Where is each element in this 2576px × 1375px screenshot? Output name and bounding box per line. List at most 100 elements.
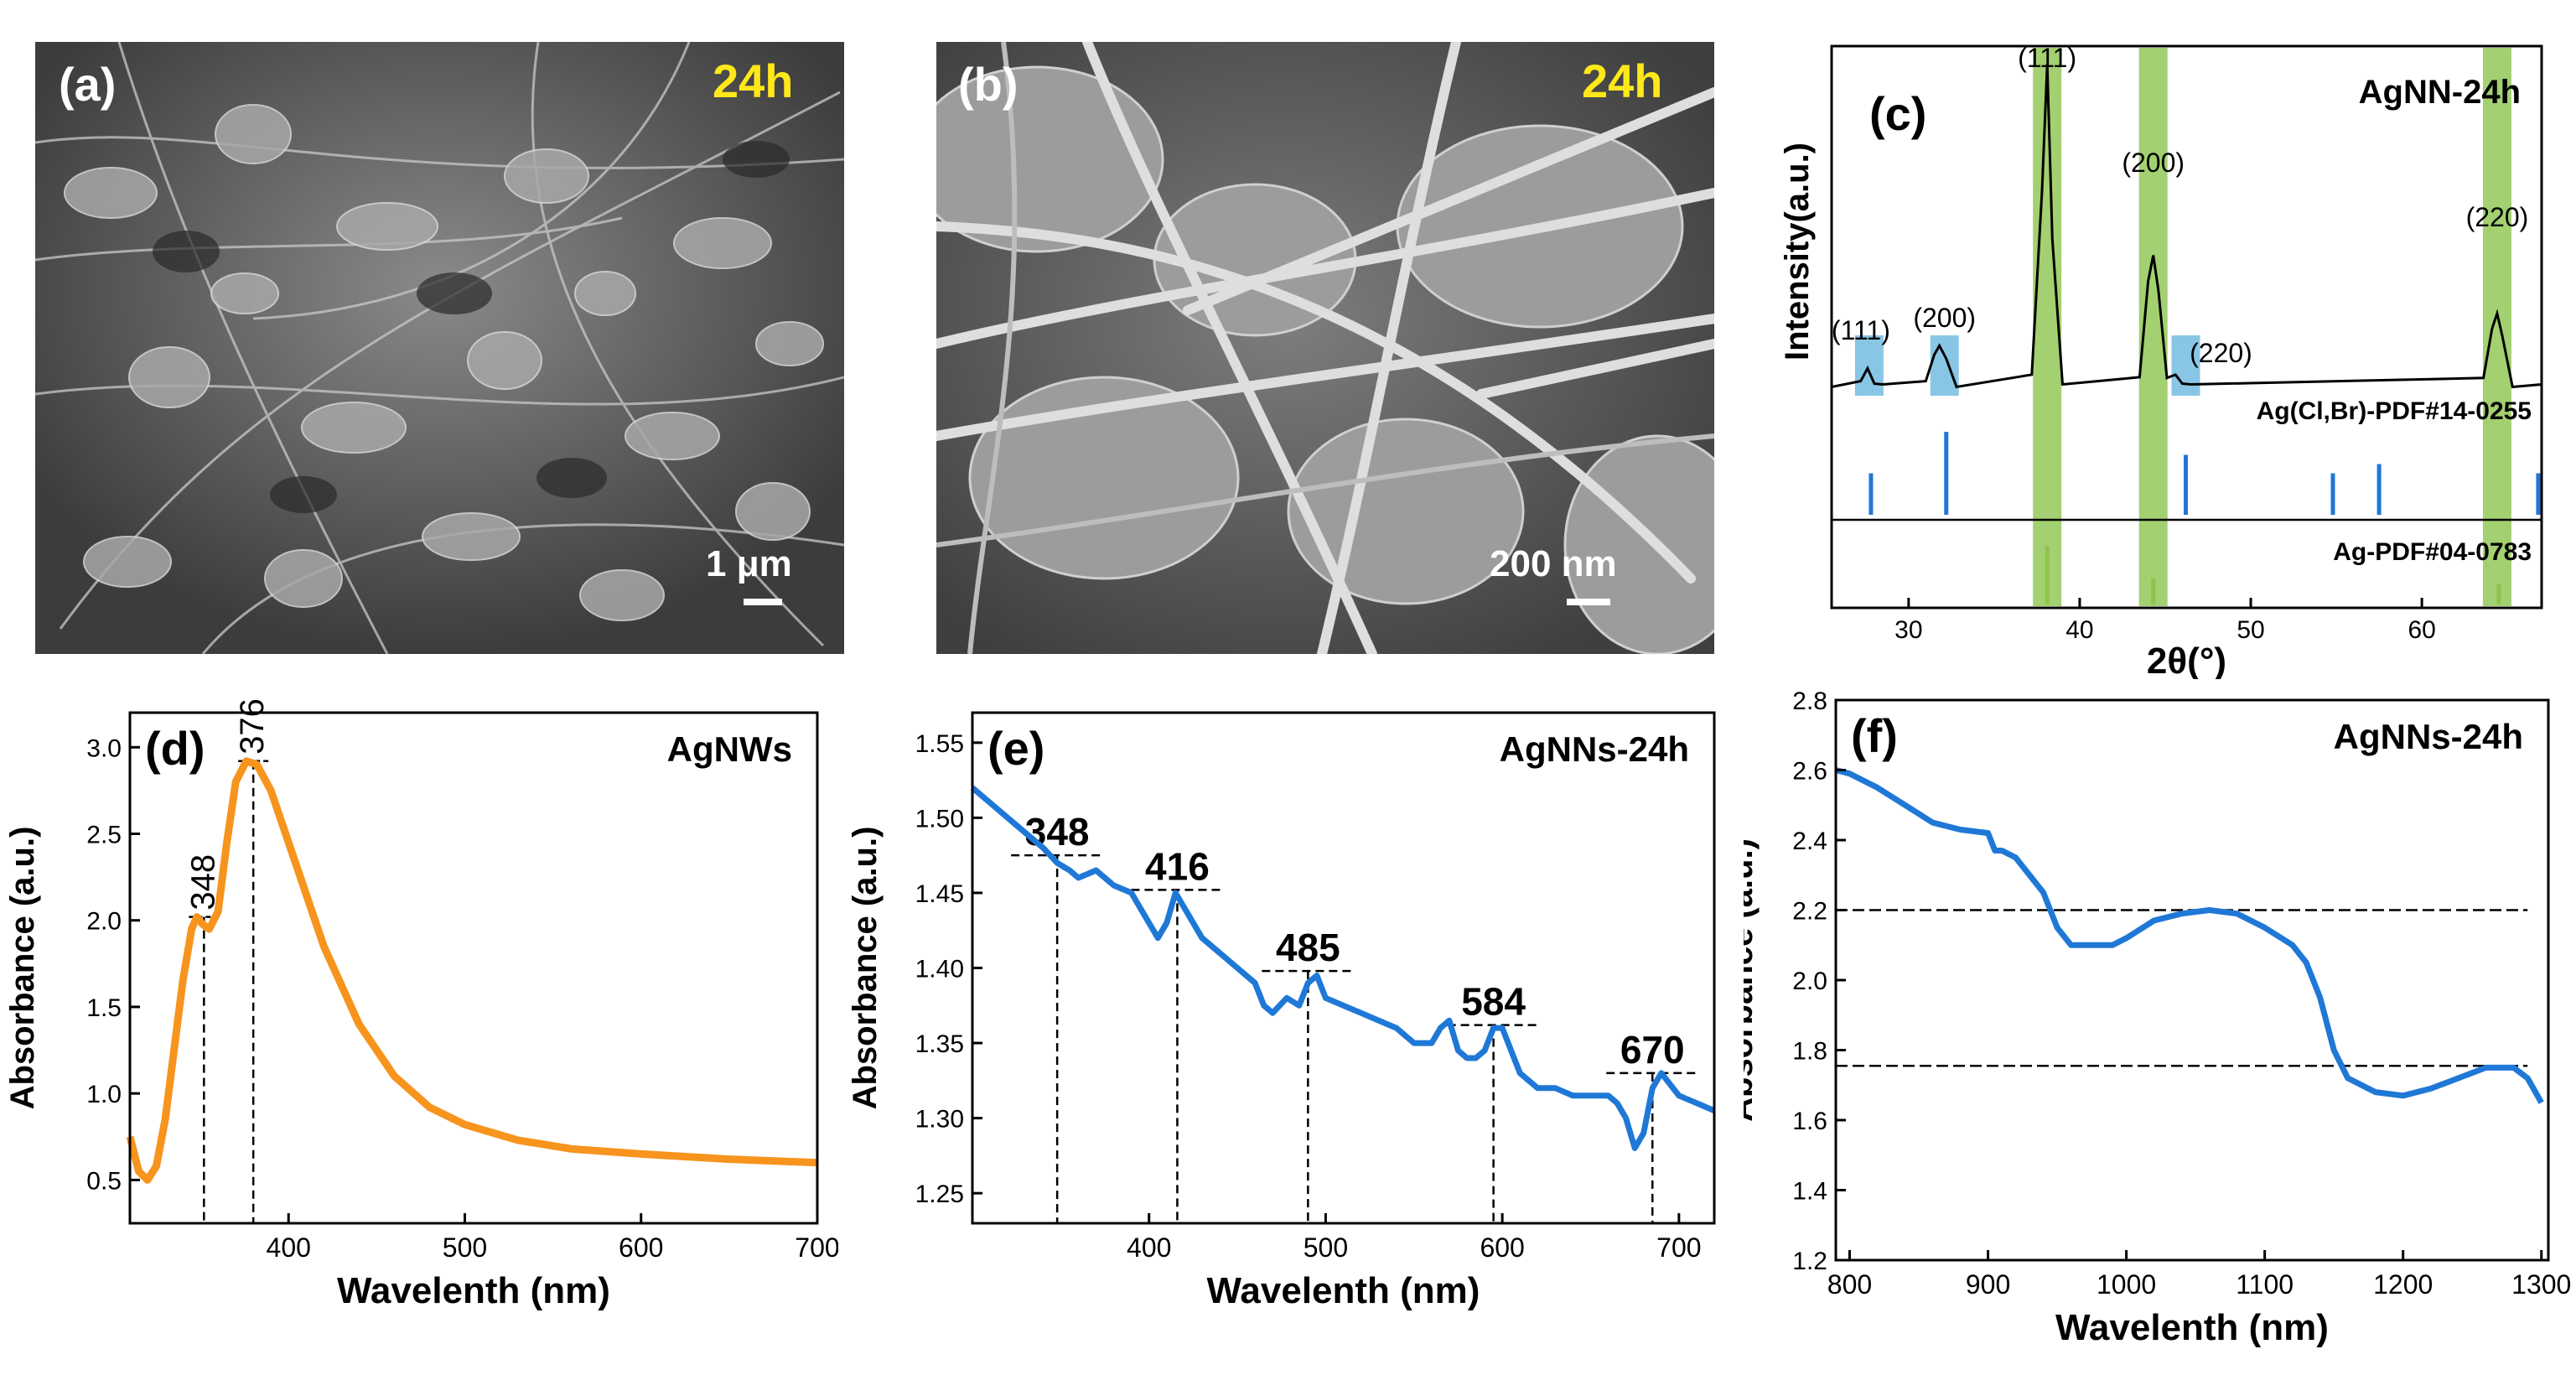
peak-highlight-band	[2171, 335, 2200, 396]
y-tick-label: 2.8	[1792, 688, 1827, 715]
y-tick-label: 0.5	[86, 1167, 122, 1195]
peak-annotation: 348	[184, 854, 221, 911]
plot-frame	[1834, 698, 2550, 1262]
x-tick-label: 30	[1894, 616, 1922, 644]
x-tick-label: 1300	[2511, 1269, 2571, 1300]
sample-label-e: AgNNs-24h	[1500, 729, 1689, 769]
y-tick-label: 1.8	[1792, 1038, 1827, 1066]
x-tick-label: 500	[1304, 1232, 1348, 1263]
sem-texture-a	[35, 42, 844, 654]
x-tick-label: 1200	[2373, 1269, 2433, 1300]
peak-index-label: (111)	[2018, 43, 2076, 73]
scalebar-label-b: 200 nm	[1490, 543, 1617, 584]
absorbance-curve-e	[970, 785, 1716, 1151]
xrd-pattern-line	[1831, 64, 2542, 389]
time-label-a: 24h	[713, 54, 794, 107]
absorbance-curve-d	[126, 757, 818, 1184]
y-tick-label: 1.5	[86, 994, 122, 1022]
sem-image-b: (b) 24h 200 nm	[936, 42, 1714, 654]
sem-image-a: (a) 24h 1 μm	[35, 42, 844, 654]
x-tick-label: 600	[619, 1232, 663, 1263]
x-tick-label: 900	[1966, 1269, 2010, 1300]
peak-highlight-band	[1854, 335, 1884, 396]
y-tick-label: 1.25	[915, 1180, 964, 1208]
peak-index-label: (200)	[1913, 303, 1976, 333]
peak-highlight-band	[2033, 48, 2062, 606]
y-tick-label: 1.2	[1792, 1248, 1827, 1275]
scalebar-a	[744, 599, 782, 605]
peak-index-label: (220)	[2190, 338, 2252, 368]
x-axis-label-d: Wavelenth (nm)	[337, 1270, 610, 1311]
sample-label-f: AgNNs-24h	[2334, 717, 2523, 756]
scalebar-label-a: 1 μm	[706, 543, 792, 584]
sem-texture-b	[936, 42, 1714, 654]
y-tick-label: 2.0	[86, 908, 122, 936]
y-tick-label: 1.45	[915, 880, 964, 908]
peak-index-label: (200)	[2122, 148, 2185, 178]
peak-index-label: (111)	[1832, 315, 1890, 345]
x-tick-label: 500	[443, 1232, 487, 1263]
peak-annotation: 348	[1025, 810, 1090, 854]
absorbance-chart-e: 348 416 485 584 670 400 500 600 700 1.25 1.30 1.35…	[847, 711, 1716, 1311]
x-tick-label: 600	[1480, 1232, 1524, 1263]
y-tick-label: 2.2	[1792, 898, 1827, 926]
peak-annotation: 485	[1276, 926, 1340, 969]
panel-label-a: (a)	[59, 58, 117, 111]
peak-highlight-band	[1930, 335, 1959, 396]
y-axis-label-d: Absorbance (a.u.)	[4, 827, 41, 1110]
sample-label-d: AgNWs	[667, 729, 792, 769]
absorbance-chart-f: 800 900 1000 1100 1200 1300 1.2 1.4 1.6 1.8 2.0 2.2…	[1744, 688, 2571, 1348]
y-axis-label-e: Absorbance (a.u.)	[847, 827, 884, 1110]
y-tick-label: 1.0	[86, 1081, 122, 1108]
y-tick-label: 2.0	[1792, 968, 1827, 995]
x-tick-label: 60	[2408, 616, 2435, 644]
plot-frame	[1830, 44, 2543, 610]
y-tick-label: 1.30	[915, 1106, 964, 1134]
time-label-b: 24h	[1582, 54, 1663, 107]
panel-label-e: (e)	[987, 722, 1044, 775]
reference-label-agx: Ag(Cl,Br)-PDF#14-0255	[2257, 397, 2532, 425]
x-tick-label: 700	[795, 1232, 838, 1263]
x-tick-label: 50	[2237, 616, 2264, 644]
peak-annotation: 584	[1461, 980, 1526, 1024]
reference-label-ag: Ag-PDF#04-0783	[2333, 538, 2532, 566]
xrd-chart: 30 40 50 60 (111) (200)(111)(200)(220)(220) …	[1779, 43, 2543, 679]
y-tick-label: 2.5	[86, 822, 122, 849]
x-axis-label-f: Wavelenth (nm)	[2055, 1307, 2329, 1348]
y-tick-label: 3.0	[86, 734, 122, 762]
peak-annotation: 416	[1145, 844, 1210, 888]
y-tick-label: 1.50	[915, 805, 964, 833]
absorbance-chart-d: 348 376 400 500 600 700 0.5 1.0 1.5 2.0 2.5 3.0 (d…	[4, 698, 838, 1311]
panel-label-b: (b)	[958, 58, 1018, 111]
y-axis-label-f: Absorbance (a.u.)	[1744, 838, 1760, 1122]
scalebar-b	[1567, 599, 1610, 605]
plot-frame	[128, 711, 819, 1225]
peak-annotation: 376	[234, 698, 271, 755]
panel-label-d: (d)	[145, 722, 205, 775]
y-tick-label: 1.4	[1792, 1178, 1827, 1206]
x-tick-label: 800	[1827, 1269, 1872, 1300]
x-tick-label: 1100	[2236, 1269, 2294, 1300]
panel-label-f: (f)	[1851, 709, 1898, 762]
panel-label-c: (c)	[1869, 87, 1926, 140]
y-tick-label: 1.6	[1792, 1108, 1827, 1135]
peak-highlight-band	[2482, 48, 2511, 606]
y-tick-label: 1.55	[915, 730, 964, 758]
sample-label-c: AgNN-24h	[2359, 74, 2521, 111]
x-tick-label: 700	[1656, 1232, 1701, 1263]
x-tick-label: 40	[2065, 616, 2093, 644]
x-tick-label: 1000	[2097, 1269, 2156, 1300]
y-tick-label: 1.40	[915, 956, 964, 983]
peak-index-label: (220)	[2466, 202, 2529, 232]
absorbance-curve-f	[1835, 767, 2544, 1104]
y-tick-label: 2.4	[1792, 828, 1827, 855]
x-tick-label: 400	[267, 1232, 311, 1263]
x-axis-label-c: 2θ(°)	[2147, 641, 2226, 679]
y-axis-label-c: Intensity(a.u.)	[1779, 143, 1816, 361]
x-axis-label-e: Wavelenth (nm)	[1207, 1270, 1480, 1311]
plot-frame	[971, 711, 1716, 1225]
y-tick-label: 2.6	[1792, 758, 1827, 786]
y-tick-label: 1.35	[915, 1030, 964, 1058]
x-tick-label: 400	[1127, 1232, 1171, 1263]
peak-annotation: 670	[1620, 1028, 1685, 1071]
